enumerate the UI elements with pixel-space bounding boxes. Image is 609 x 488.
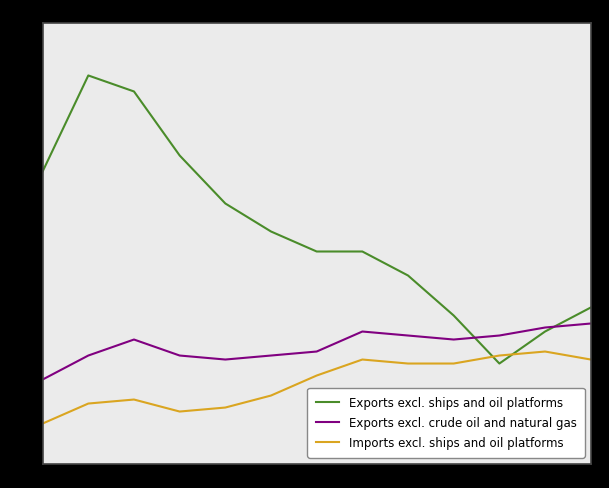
Exports excl. ships and oil platforms: [176, 153, 183, 159]
Exports excl. crude oil and natural gas: [85, 353, 92, 359]
Imports excl. ships and oil platforms: [404, 361, 412, 366]
Imports excl. ships and oil platforms: [541, 349, 549, 355]
Legend: Exports excl. ships and oil platforms, Exports excl. crude oil and natural gas, : Exports excl. ships and oil platforms, E…: [308, 388, 585, 458]
Exports excl. ships and oil platforms: [496, 361, 503, 366]
Imports excl. ships and oil platforms: [85, 401, 92, 407]
Imports excl. ships and oil platforms: [587, 357, 594, 363]
Exports excl. crude oil and natural gas: [541, 325, 549, 331]
Exports excl. ships and oil platforms: [130, 89, 138, 95]
Exports excl. crude oil and natural gas: [313, 349, 320, 355]
Exports excl. crude oil and natural gas: [267, 353, 275, 359]
Exports excl. ships and oil platforms: [267, 229, 275, 235]
Exports excl. crude oil and natural gas: [130, 337, 138, 343]
Exports excl. ships and oil platforms: [450, 313, 457, 319]
Imports excl. ships and oil platforms: [222, 405, 229, 410]
Exports excl. ships and oil platforms: [404, 273, 412, 279]
Imports excl. ships and oil platforms: [359, 357, 366, 363]
Imports excl. ships and oil platforms: [450, 361, 457, 366]
Imports excl. ships and oil platforms: [176, 409, 183, 415]
Imports excl. ships and oil platforms: [130, 397, 138, 403]
Exports excl. ships and oil platforms: [359, 249, 366, 255]
Imports excl. ships and oil platforms: [39, 421, 46, 427]
Exports excl. crude oil and natural gas: [222, 357, 229, 363]
Line: Exports excl. crude oil and natural gas: Exports excl. crude oil and natural gas: [43, 324, 591, 380]
Exports excl. crude oil and natural gas: [39, 377, 46, 383]
Imports excl. ships and oil platforms: [496, 353, 503, 359]
Line: Exports excl. ships and oil platforms: Exports excl. ships and oil platforms: [43, 76, 591, 364]
Imports excl. ships and oil platforms: [267, 393, 275, 399]
Exports excl. crude oil and natural gas: [450, 337, 457, 343]
Exports excl. crude oil and natural gas: [359, 329, 366, 335]
Exports excl. ships and oil platforms: [587, 305, 594, 311]
Exports excl. ships and oil platforms: [222, 201, 229, 207]
Exports excl. crude oil and natural gas: [587, 321, 594, 327]
Line: Imports excl. ships and oil platforms: Imports excl. ships and oil platforms: [43, 352, 591, 424]
Imports excl. ships and oil platforms: [313, 373, 320, 379]
Exports excl. ships and oil platforms: [541, 329, 549, 335]
Exports excl. crude oil and natural gas: [176, 353, 183, 359]
Exports excl. crude oil and natural gas: [404, 333, 412, 339]
Exports excl. ships and oil platforms: [313, 249, 320, 255]
Exports excl. crude oil and natural gas: [496, 333, 503, 339]
Exports excl. ships and oil platforms: [39, 169, 46, 175]
Exports excl. ships and oil platforms: [85, 73, 92, 79]
